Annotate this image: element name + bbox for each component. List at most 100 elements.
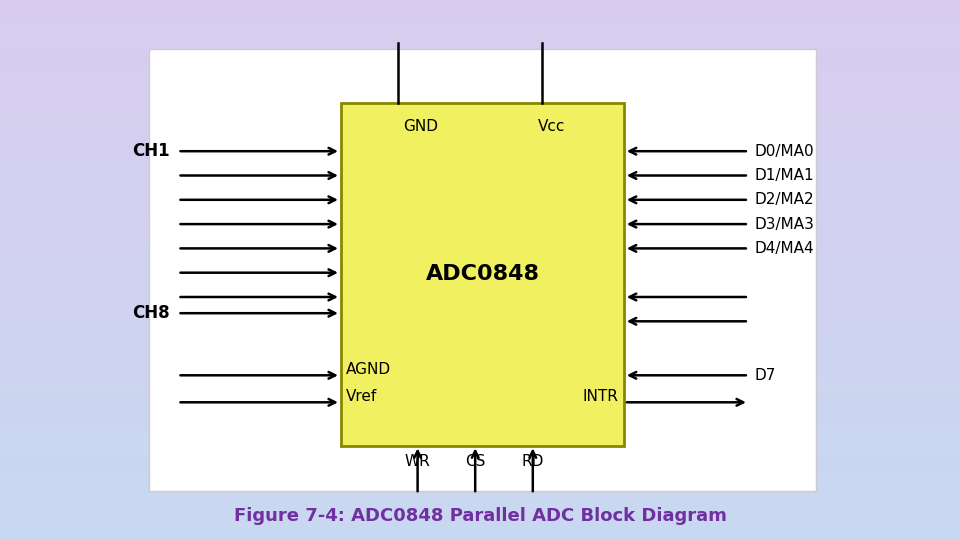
Bar — [0, 518, 960, 521]
Bar — [0, 265, 960, 267]
Bar — [0, 170, 960, 173]
Bar — [0, 22, 960, 24]
Bar — [0, 405, 960, 408]
Bar — [0, 394, 960, 397]
Bar — [0, 378, 960, 381]
Bar — [0, 321, 960, 324]
Bar — [0, 348, 960, 351]
Bar — [0, 135, 960, 138]
Text: AGND: AGND — [346, 362, 391, 377]
Bar — [0, 184, 960, 186]
Bar — [0, 94, 960, 97]
Bar — [0, 481, 960, 483]
Bar — [0, 508, 960, 510]
Bar — [0, 324, 960, 327]
Bar — [0, 165, 960, 167]
Bar — [0, 181, 960, 184]
Bar — [0, 286, 960, 289]
Bar — [0, 19, 960, 22]
Bar — [0, 197, 960, 200]
Bar — [0, 57, 960, 59]
Bar — [0, 97, 960, 100]
Bar — [0, 84, 960, 86]
Bar — [0, 16, 960, 19]
Text: CH1: CH1 — [132, 142, 170, 160]
Bar — [0, 459, 960, 462]
Bar — [0, 230, 960, 232]
Bar — [0, 113, 960, 116]
Bar — [0, 178, 960, 181]
Bar — [0, 119, 960, 122]
Text: Figure 7-4: ADC0848 Parallel ADC Block Diagram: Figure 7-4: ADC0848 Parallel ADC Block D… — [233, 507, 727, 525]
Bar — [0, 235, 960, 238]
Bar — [0, 397, 960, 400]
Bar — [0, 356, 960, 359]
Bar — [0, 327, 960, 329]
Bar — [0, 14, 960, 16]
Bar — [0, 3, 960, 5]
Bar — [0, 513, 960, 516]
Bar — [0, 27, 960, 30]
Bar — [0, 246, 960, 248]
Bar — [0, 497, 960, 500]
Bar — [0, 410, 960, 413]
Bar — [0, 402, 960, 405]
Bar — [0, 143, 960, 146]
Bar — [0, 11, 960, 14]
Bar — [0, 167, 960, 170]
Bar — [0, 68, 960, 70]
Bar — [0, 189, 960, 192]
Bar — [149, 49, 816, 491]
Bar — [0, 24, 960, 27]
Bar — [0, 316, 960, 319]
Bar — [0, 478, 960, 481]
Bar — [0, 489, 960, 491]
Bar — [0, 362, 960, 364]
Bar — [0, 59, 960, 62]
Bar — [0, 100, 960, 103]
Bar — [0, 537, 960, 540]
Bar — [0, 524, 960, 526]
Bar — [0, 51, 960, 54]
Bar — [0, 305, 960, 308]
Bar — [0, 219, 960, 221]
Bar — [0, 505, 960, 508]
Bar — [0, 151, 960, 154]
Bar — [0, 392, 960, 394]
Bar — [0, 351, 960, 354]
Bar — [0, 448, 960, 451]
Text: D1/MA1: D1/MA1 — [755, 168, 814, 183]
Bar — [0, 456, 960, 459]
Bar — [0, 381, 960, 383]
Bar — [0, 262, 960, 265]
Bar — [0, 332, 960, 335]
Bar — [0, 132, 960, 135]
Bar — [0, 400, 960, 402]
Bar — [0, 116, 960, 119]
Bar — [0, 73, 960, 76]
Bar — [0, 127, 960, 130]
Bar — [0, 335, 960, 338]
Bar — [0, 432, 960, 435]
Bar — [0, 491, 960, 494]
Bar — [0, 173, 960, 176]
Bar — [0, 54, 960, 57]
Bar — [0, 421, 960, 424]
Bar — [0, 65, 960, 68]
Bar — [0, 105, 960, 108]
Bar — [0, 40, 960, 43]
Bar — [0, 440, 960, 443]
Bar — [0, 5, 960, 8]
Bar — [0, 38, 960, 40]
Bar — [0, 81, 960, 84]
Bar — [0, 238, 960, 240]
Bar — [0, 103, 960, 105]
Bar — [0, 186, 960, 189]
Bar — [0, 162, 960, 165]
Bar — [0, 446, 960, 448]
Bar — [0, 216, 960, 219]
Bar — [0, 529, 960, 532]
Bar — [0, 300, 960, 302]
Bar — [0, 240, 960, 243]
Bar — [0, 383, 960, 386]
